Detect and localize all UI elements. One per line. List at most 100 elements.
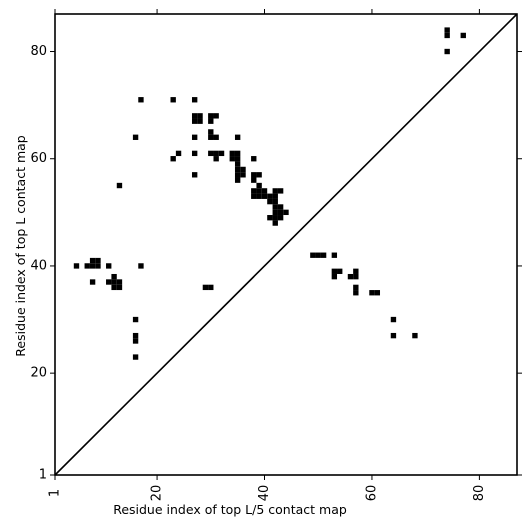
contact-point: [331, 252, 338, 258]
contact-point: [353, 290, 359, 296]
contact-point: [251, 172, 257, 178]
contact-point: [347, 273, 354, 280]
contact-point: [73, 263, 80, 269]
contact-point: [138, 97, 144, 103]
contact-point: [283, 209, 289, 216]
contact-point: [256, 188, 262, 194]
contact-point: [191, 172, 198, 178]
contact-point: [251, 188, 257, 194]
contact-point: [240, 166, 246, 173]
x-axis: 1 20 40 60 80: [48, 9, 487, 501]
y-tick-label: 80: [30, 44, 47, 59]
contact-point: [272, 198, 278, 205]
contact-point: [267, 193, 273, 199]
plot-frame: [54, 13, 518, 476]
y-axis-label: Residue index of top L contact map: [13, 135, 28, 356]
diagonal-line: [54, 13, 518, 476]
contact-point: [213, 134, 219, 140]
contact-point: [208, 150, 214, 157]
contact-point: [272, 193, 278, 199]
contact-point: [213, 113, 219, 119]
contact-point: [170, 156, 176, 162]
contact-point: [191, 150, 198, 157]
contact-point: [218, 150, 225, 157]
contact-point: [272, 204, 278, 210]
contact-point: [208, 284, 214, 291]
contact-point: [320, 252, 327, 258]
contact-point: [191, 97, 198, 103]
contact-point: [132, 354, 139, 360]
contact-point: [251, 156, 257, 162]
contact-point: [191, 113, 198, 119]
contact-point: [272, 220, 278, 226]
contact-point: [234, 150, 241, 157]
contact-point: [256, 193, 262, 199]
contact-point: [111, 273, 117, 280]
contact-point: [213, 150, 219, 157]
contact-point: [116, 182, 123, 189]
contact-point: [197, 113, 203, 119]
contact-point: [256, 172, 262, 178]
contact-point: [229, 156, 235, 162]
contact-point: [89, 279, 96, 285]
contact-point: [412, 332, 418, 339]
contact-point: [138, 263, 144, 269]
x-axis-label: Residue index of top L/5 contact map: [113, 502, 347, 517]
contact-point: [277, 209, 284, 216]
y-axis: 1 20 40 60 80: [30, 44, 522, 483]
contact-point: [197, 118, 203, 124]
contact-point: [234, 161, 241, 167]
contact-point: [234, 177, 241, 183]
contact-point: [111, 284, 117, 291]
x-tick-label: 80: [472, 485, 487, 502]
contact-point: [89, 263, 96, 269]
contact-point: [277, 204, 284, 210]
y-tick-label: 20: [30, 366, 47, 381]
contact-point: [234, 156, 241, 162]
contact-point: [251, 193, 257, 199]
contact-point: [208, 118, 214, 124]
x-tick-label: 20: [150, 485, 165, 502]
contact-point: [390, 332, 397, 339]
contact-point: [272, 188, 278, 194]
contact-point: [267, 198, 273, 205]
contact-point: [331, 273, 338, 280]
contact-point: [240, 172, 246, 178]
contact-point: [132, 332, 139, 339]
contact-point: [106, 263, 112, 269]
contact-point: [353, 268, 359, 274]
contact-point: [191, 134, 198, 140]
contact-point: [106, 279, 112, 285]
contact-point: [132, 338, 139, 344]
contact-point: [310, 252, 316, 258]
contact-point: [444, 27, 450, 33]
contact-point: [95, 257, 101, 264]
contact-point: [460, 32, 466, 39]
contact-point: [229, 150, 235, 157]
y-tick-label: 60: [30, 151, 47, 166]
contact-point: [261, 188, 268, 194]
contact-point: [132, 134, 139, 140]
contact-point: [315, 252, 321, 258]
contact-point: [272, 209, 278, 216]
contact-point: [277, 188, 284, 194]
contact-point: [116, 279, 123, 285]
y-tick-label: 40: [30, 258, 47, 273]
data-points: [73, 27, 466, 360]
contact-point: [390, 316, 397, 323]
y-tick-label: 1: [39, 468, 47, 483]
contact-point: [116, 284, 123, 291]
contact-point: [170, 97, 176, 103]
x-tick-label: 60: [364, 485, 379, 502]
contact-point: [444, 48, 450, 55]
contact-point: [277, 215, 284, 221]
contact-point: [267, 215, 273, 221]
contact-point: [256, 182, 262, 189]
contact-point: [272, 215, 278, 221]
contact-point: [234, 134, 241, 140]
contact-point: [369, 290, 375, 296]
contact-point: [213, 156, 219, 162]
contact-point: [353, 284, 359, 291]
contact-point: [234, 172, 241, 178]
